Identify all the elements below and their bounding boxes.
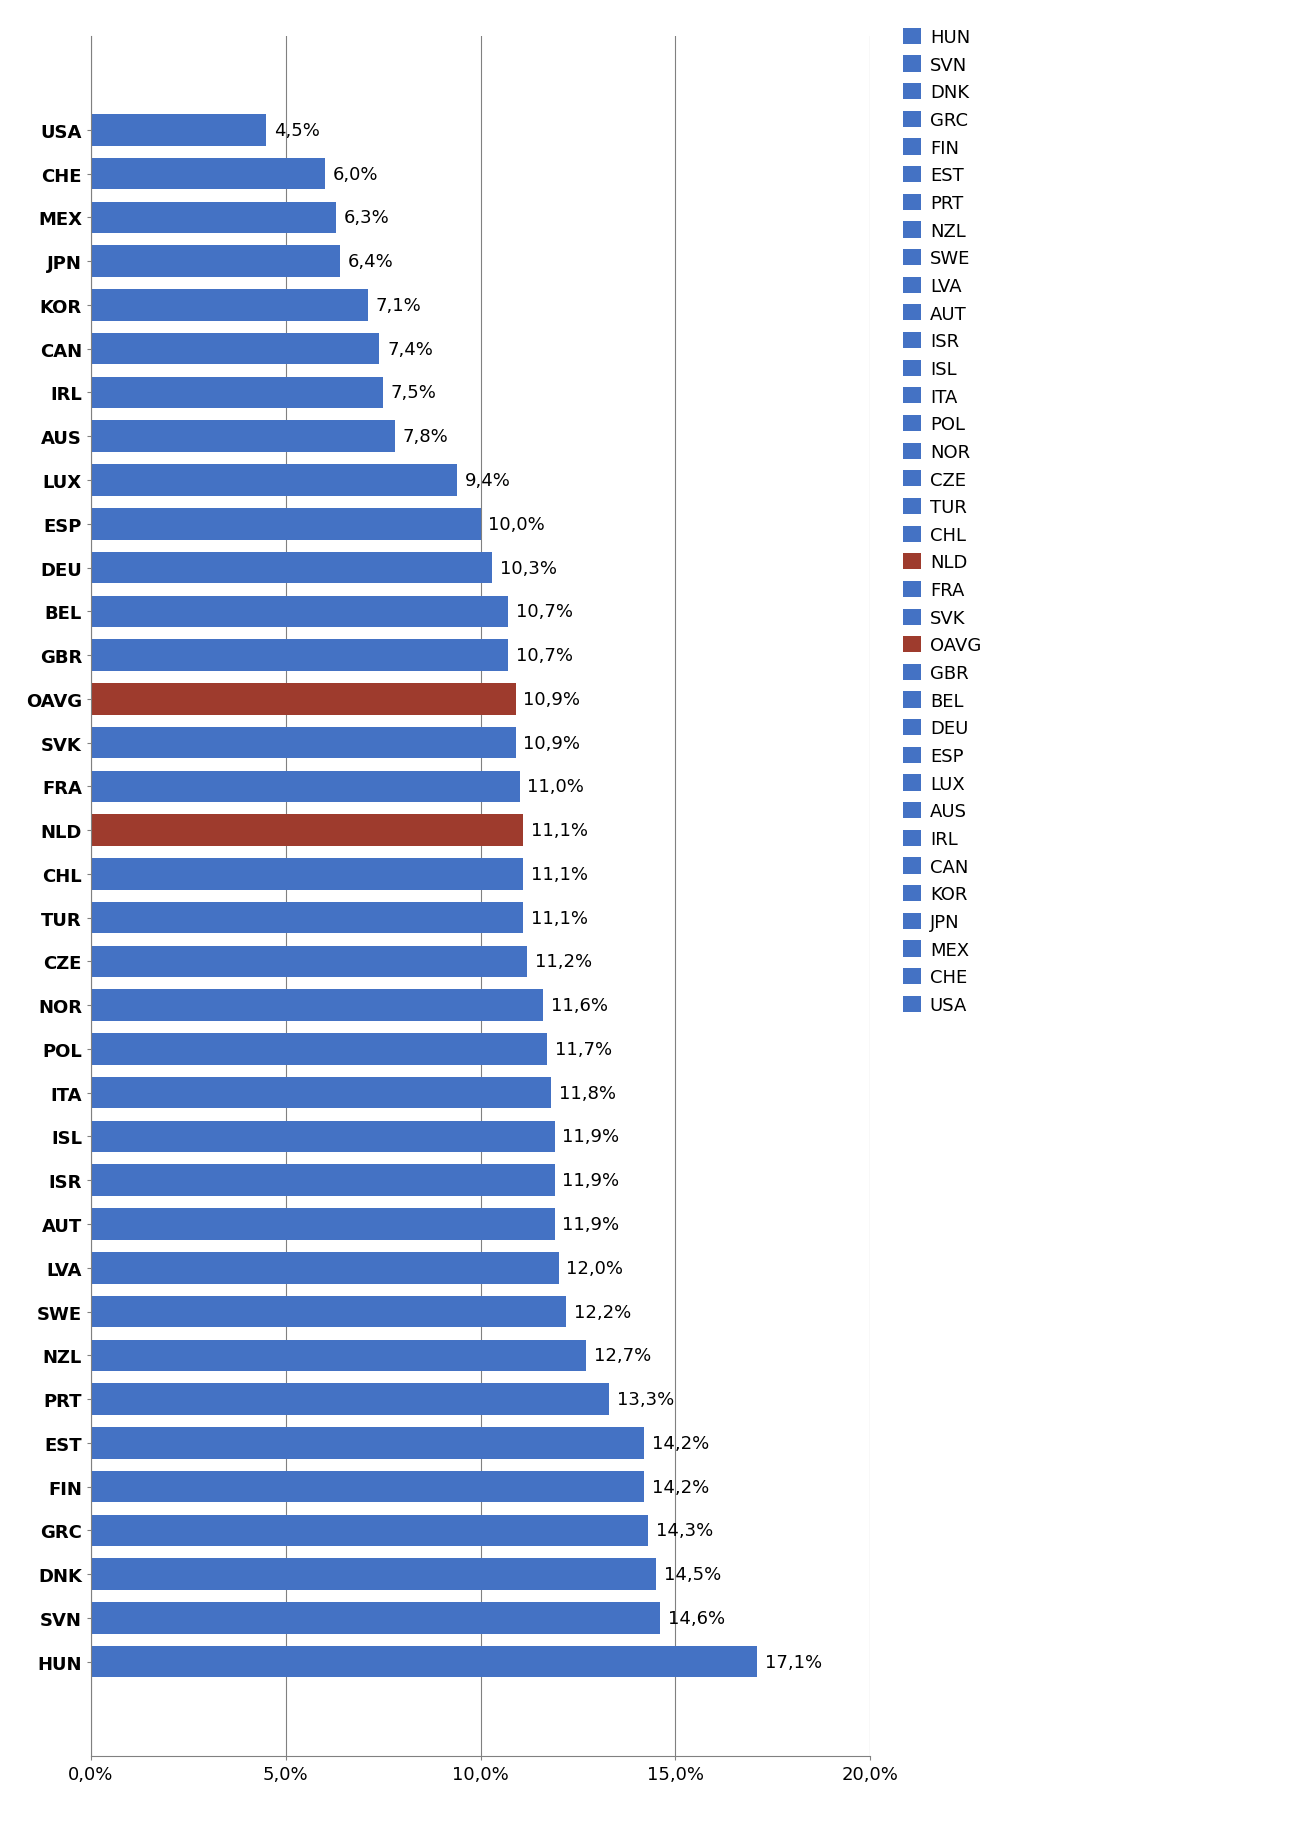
Text: 11,9%: 11,9%	[562, 1127, 620, 1146]
Text: 11,1%: 11,1%	[531, 865, 588, 883]
Text: 12,0%: 12,0%	[566, 1258, 624, 1277]
Bar	[91, 1558, 656, 1589]
Text: 11,2%: 11,2%	[535, 954, 592, 970]
Text: 14,5%: 14,5%	[664, 1565, 721, 1584]
Text: 10,0%: 10,0%	[488, 516, 546, 534]
Text: 10,9%: 10,9%	[523, 734, 581, 752]
Bar	[91, 1164, 555, 1196]
Bar	[91, 1209, 555, 1240]
Text: 12,2%: 12,2%	[574, 1303, 631, 1321]
Bar	[91, 1471, 644, 1502]
Bar	[91, 1340, 586, 1371]
Text: 10,7%: 10,7%	[516, 647, 573, 665]
Text: 10,9%: 10,9%	[523, 691, 581, 708]
Text: 14,2%: 14,2%	[652, 1478, 709, 1495]
Bar	[91, 815, 523, 846]
Text: 7,8%: 7,8%	[403, 429, 448, 445]
Text: 6,4%: 6,4%	[348, 253, 394, 272]
Text: 11,0%: 11,0%	[527, 778, 585, 796]
Text: 11,8%: 11,8%	[559, 1085, 616, 1101]
Bar	[91, 203, 336, 235]
Text: 7,4%: 7,4%	[387, 340, 433, 359]
Bar	[91, 771, 520, 802]
Bar	[91, 421, 395, 453]
Bar	[91, 508, 481, 540]
Text: 11,7%: 11,7%	[555, 1040, 612, 1059]
Bar	[91, 1384, 609, 1416]
Bar	[91, 246, 340, 277]
Bar	[91, 377, 383, 408]
Bar	[91, 334, 379, 366]
Bar	[91, 1515, 648, 1547]
Text: 11,1%: 11,1%	[531, 909, 588, 928]
Text: 11,6%: 11,6%	[551, 996, 608, 1015]
Bar	[91, 859, 523, 891]
Text: 14,6%: 14,6%	[668, 1610, 725, 1626]
Bar	[91, 1602, 660, 1634]
Text: 4,5%: 4,5%	[274, 122, 320, 140]
Bar	[91, 1427, 644, 1458]
Text: 11,9%: 11,9%	[562, 1172, 620, 1190]
Text: 7,5%: 7,5%	[391, 384, 436, 403]
Bar	[91, 902, 523, 933]
Bar	[91, 946, 527, 978]
Text: 13,3%: 13,3%	[617, 1390, 674, 1408]
Bar	[91, 684, 516, 715]
Text: 11,9%: 11,9%	[562, 1216, 620, 1233]
Text: 10,7%: 10,7%	[516, 602, 573, 621]
Bar	[91, 728, 516, 760]
Text: 9,4%: 9,4%	[465, 471, 511, 490]
Bar	[91, 115, 266, 146]
Text: 11,1%: 11,1%	[531, 822, 588, 839]
Text: 10,3%: 10,3%	[500, 560, 557, 577]
Text: 12,7%: 12,7%	[594, 1347, 651, 1364]
Bar	[91, 553, 492, 584]
Bar	[91, 1033, 547, 1064]
Bar	[91, 597, 508, 628]
Bar	[91, 1122, 555, 1153]
Legend: HUN, SVN, DNK, GRC, FIN, EST, PRT, NZL, SWE, LVA, AUT, ISR, ISL, ITA, POL, NOR, : HUN, SVN, DNK, GRC, FIN, EST, PRT, NZL, …	[903, 30, 981, 1015]
Text: 7,1%: 7,1%	[375, 298, 421, 314]
Bar	[91, 290, 368, 322]
Bar	[91, 159, 325, 190]
Bar	[91, 1647, 757, 1678]
Text: 17,1%: 17,1%	[765, 1652, 822, 1671]
Bar	[91, 639, 508, 671]
Bar	[91, 1253, 559, 1284]
Bar	[91, 1295, 566, 1327]
Text: 6,3%: 6,3%	[344, 209, 390, 227]
Bar	[91, 466, 457, 497]
Bar	[91, 1077, 551, 1109]
Text: 14,3%: 14,3%	[656, 1521, 713, 1539]
Bar	[91, 991, 543, 1022]
Text: 6,0%: 6,0%	[333, 166, 378, 183]
Text: 14,2%: 14,2%	[652, 1434, 709, 1453]
